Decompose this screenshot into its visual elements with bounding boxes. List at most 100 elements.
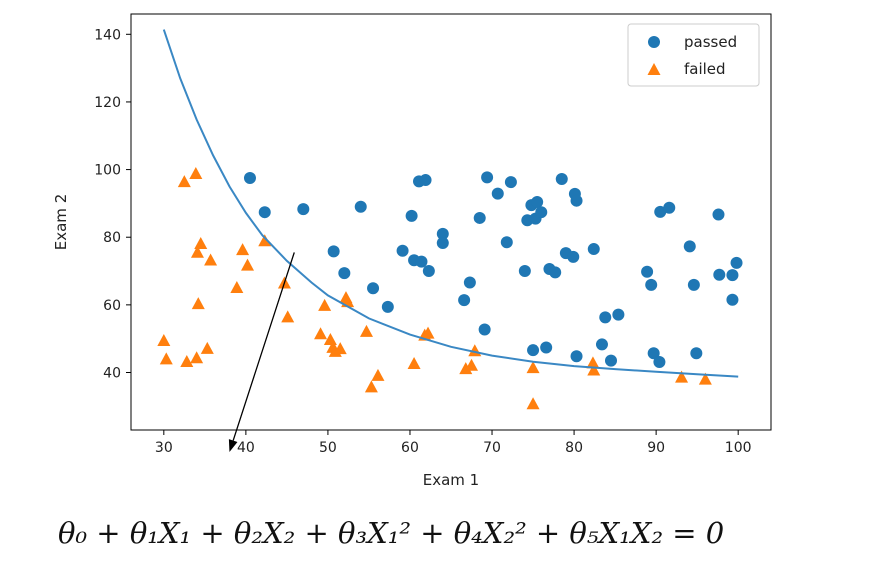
points-layer (157, 166, 743, 410)
point-failed-32 (465, 358, 479, 371)
x-tick-label-40: 40 (237, 440, 255, 456)
annotation-arrow-head (228, 439, 238, 452)
legend-marker-passed (648, 36, 660, 48)
point-passed-48 (647, 347, 660, 360)
x-tick-label-70: 70 (483, 440, 501, 456)
point-passed-55 (712, 208, 725, 221)
x-tick-label-50: 50 (319, 440, 337, 456)
point-passed-5 (354, 200, 367, 213)
point-passed-24 (504, 176, 517, 189)
point-failed-18 (318, 298, 332, 311)
point-failed-22 (333, 342, 347, 355)
point-passed-41 (587, 243, 600, 256)
point-failed-35 (526, 397, 540, 410)
point-failed-13 (241, 258, 255, 271)
point-failed-1 (159, 352, 173, 365)
point-failed-16 (281, 310, 295, 323)
point-passed-9 (405, 209, 418, 222)
point-passed-52 (683, 240, 696, 253)
y-tick-label-80: 80 (103, 230, 121, 246)
point-passed-44 (605, 354, 617, 367)
point-failed-3 (180, 355, 194, 368)
point-failed-30 (421, 326, 435, 339)
legend: passed failed (627, 23, 760, 87)
point-failed-0 (157, 334, 171, 347)
point-passed-23 (500, 236, 513, 249)
point-passed-58 (726, 293, 739, 306)
point-passed-32 (540, 341, 553, 354)
point-passed-1 (258, 206, 271, 219)
point-failed-4 (189, 166, 203, 179)
point-failed-31 (459, 362, 473, 375)
y-tick-label-120: 120 (94, 95, 121, 111)
point-passed-16 (436, 236, 449, 249)
decision-boundary-layer (162, 29, 739, 378)
x-tick-label-100: 100 (725, 440, 752, 456)
point-passed-15 (436, 227, 449, 240)
point-failed-12 (236, 243, 250, 256)
point-failed-6 (190, 245, 204, 258)
legend-label-passed: passed (684, 33, 737, 51)
point-passed-20 (478, 323, 491, 336)
ticks-layer: 30 40 50 60 70 80 90 100 40 60 80 100 120 140 (94, 27, 751, 456)
point-passed-2 (297, 203, 310, 216)
decision-boundary-curve (162, 29, 739, 378)
x-tick-label-80: 80 (565, 440, 583, 456)
decision-boundary-equation: θ₀ + θ₁X₁ + θ₂X₂ + θ₃X₁² + θ₄X₂² + θ₅X₁X… (58, 516, 725, 550)
point-failed-9 (200, 341, 214, 354)
legend-marker-failed (647, 63, 661, 75)
point-passed-43 (599, 311, 612, 324)
point-passed-6 (367, 282, 380, 295)
point-passed-25 (518, 265, 531, 278)
plot-frame (130, 13, 772, 431)
point-failed-28 (407, 357, 421, 370)
y-axis-label: Exam 2 (52, 194, 70, 250)
y-tick-label-40: 40 (103, 366, 121, 382)
x-tick-label-30: 30 (155, 440, 173, 456)
point-passed-28 (527, 344, 540, 357)
point-passed-47 (645, 278, 658, 291)
point-failed-10 (204, 253, 218, 266)
point-failed-39 (698, 372, 712, 385)
point-passed-8 (396, 244, 409, 257)
point-passed-0 (243, 172, 256, 185)
point-failed-34 (526, 361, 540, 374)
point-failed-26 (364, 380, 378, 393)
point-passed-56 (713, 268, 726, 281)
point-failed-8 (194, 236, 208, 249)
point-passed-57 (726, 269, 739, 282)
point-passed-40 (570, 350, 583, 363)
point-passed-21 (481, 171, 494, 184)
annotation-arrow-line (232, 252, 295, 441)
point-passed-59 (730, 256, 743, 269)
point-failed-11 (230, 280, 244, 293)
point-passed-39 (570, 194, 583, 207)
point-failed-2 (177, 175, 191, 188)
point-passed-12 (415, 255, 428, 268)
point-passed-14 (422, 265, 435, 278)
point-failed-25 (359, 324, 373, 337)
point-passed-17 (458, 294, 471, 307)
point-passed-22 (491, 187, 504, 200)
point-failed-5 (190, 351, 204, 364)
point-failed-36 (586, 356, 600, 369)
point-passed-54 (690, 347, 703, 360)
point-failed-37 (587, 363, 601, 376)
point-passed-7 (381, 300, 394, 313)
point-passed-31 (535, 206, 548, 219)
point-failed-27 (371, 368, 385, 381)
point-failed-17 (314, 327, 328, 340)
x-tick-label-90: 90 (647, 440, 665, 456)
legend-box (627, 23, 760, 87)
point-passed-13 (419, 174, 432, 187)
y-tick-label-100: 100 (94, 163, 121, 179)
point-passed-45 (612, 308, 625, 321)
point-passed-30 (531, 196, 544, 209)
point-passed-35 (555, 173, 568, 186)
point-passed-37 (567, 250, 580, 263)
point-failed-38 (675, 370, 689, 383)
point-passed-51 (663, 201, 676, 214)
point-passed-42 (595, 338, 608, 351)
point-passed-4 (338, 267, 351, 280)
